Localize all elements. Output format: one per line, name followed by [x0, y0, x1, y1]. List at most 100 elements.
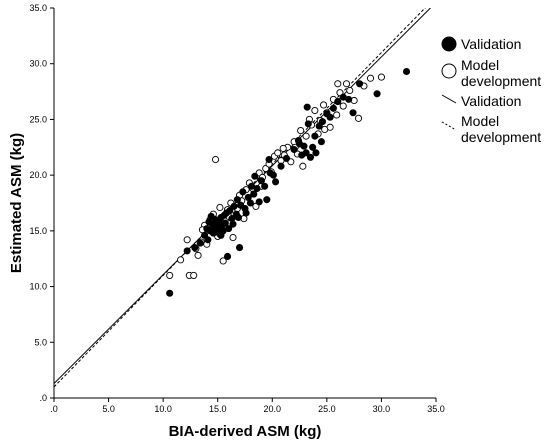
point-validation	[234, 213, 243, 222]
point-validation	[217, 231, 225, 239]
x-tick-label: 25.0	[318, 404, 336, 414]
y-tick-label: 30.0	[29, 59, 47, 69]
point-validation	[229, 220, 237, 228]
y-axis-title: Estimated ASM (kg)	[8, 133, 25, 273]
point-model-development	[366, 74, 375, 82]
point-validation	[225, 225, 233, 233]
point-validation	[257, 177, 265, 185]
point-validation	[265, 155, 273, 164]
point-validation	[318, 118, 327, 126]
point-model-development	[333, 111, 341, 119]
legend-label: Validation	[461, 93, 521, 109]
point-validation	[272, 178, 280, 186]
point-model-development	[194, 251, 202, 259]
point-validation	[255, 198, 263, 206]
point-validation	[223, 252, 232, 261]
point-model-development	[216, 203, 224, 212]
point-model-development	[346, 86, 354, 95]
point-model-development	[166, 271, 174, 279]
point-model-development	[299, 162, 307, 170]
y-tick-label: 25.0	[29, 114, 47, 124]
y-tick-label: 20.0	[29, 170, 47, 180]
point-model-development	[219, 257, 227, 265]
point-validation	[269, 171, 277, 179]
y-tick-label: .0	[39, 393, 47, 403]
x-tick-label: 35.0	[427, 404, 445, 414]
y-tick-label: 15.0	[29, 226, 47, 236]
point-validation	[317, 138, 325, 146]
point-validation	[230, 202, 238, 210]
point-validation	[166, 289, 174, 297]
point-validation	[191, 244, 199, 252]
point-validation	[226, 207, 234, 215]
axes	[53, 8, 436, 399]
point-validation	[242, 209, 250, 217]
point-validation	[261, 182, 269, 190]
point-model-development	[311, 106, 319, 115]
point-validation	[311, 132, 319, 140]
point-validation	[251, 172, 259, 180]
y-tick-label: 35.0	[29, 3, 47, 13]
point-validation	[250, 190, 258, 198]
legend-dashed-line-icon	[441, 121, 457, 131]
point-validation	[334, 98, 342, 106]
point-model-development	[354, 114, 363, 122]
point-validation	[303, 103, 311, 111]
legend-label: Model development	[461, 57, 541, 89]
point-validation	[183, 247, 191, 255]
data-points	[166, 67, 411, 297]
point-validation	[356, 80, 364, 88]
point-validation	[312, 149, 320, 157]
point-validation	[282, 154, 291, 162]
point-validation	[306, 153, 315, 161]
x-axis-title: BIA-derived ASM (kg)	[169, 423, 322, 440]
y-ticks: .0 5.0 10.0 15.0 20.0 25.0 30.0 35.0	[29, 3, 54, 403]
point-model-development	[229, 233, 237, 242]
point-validation	[373, 90, 381, 98]
point-validation	[277, 162, 285, 170]
x-tick-label: 10.0	[154, 404, 172, 414]
x-tick-label: .0	[50, 404, 58, 414]
legend: Validation Model development Validation Mode…	[441, 36, 541, 145]
point-validation	[326, 113, 334, 121]
point-model-development	[377, 73, 385, 81]
point-validation	[246, 199, 255, 207]
point-validation	[207, 212, 215, 220]
point-validation	[302, 149, 310, 157]
point-model-development	[211, 155, 220, 164]
point-model-development	[334, 80, 342, 88]
point-validation	[402, 67, 411, 76]
point-validation	[309, 143, 317, 151]
x-tick-label: 15.0	[209, 404, 227, 414]
point-validation	[290, 145, 298, 154]
point-validation	[196, 239, 204, 247]
point-validation	[263, 196, 271, 204]
x-tick-label: 30.0	[373, 404, 391, 414]
point-model-development	[302, 132, 310, 140]
point-validation	[296, 140, 304, 148]
legend-filled-circle-icon	[441, 36, 457, 52]
legend-solid-line-icon	[441, 94, 457, 104]
point-model-development	[274, 149, 282, 157]
point-validation	[349, 109, 357, 117]
y-tick-label: 10.0	[29, 282, 47, 292]
point-validation	[239, 188, 247, 196]
point-model-development	[320, 101, 328, 109]
y-tick-label: 5.0	[34, 337, 47, 347]
x-ticks: .0 5.0 10.0 15.0 20.0 25.0 30.0 35.0	[50, 398, 445, 414]
point-validation	[233, 196, 241, 204]
point-validation	[345, 95, 353, 103]
point-model-development	[339, 102, 347, 110]
point-validation	[253, 184, 261, 193]
legend-label: Model development	[461, 113, 541, 145]
x-tick-label: 20.0	[264, 404, 282, 414]
point-validation	[221, 219, 229, 227]
point-model-development	[321, 125, 329, 134]
point-validation	[204, 236, 212, 244]
point-validation	[329, 104, 337, 112]
point-model-development	[342, 80, 351, 88]
point-model-development	[297, 127, 305, 135]
point-validation	[235, 244, 244, 252]
